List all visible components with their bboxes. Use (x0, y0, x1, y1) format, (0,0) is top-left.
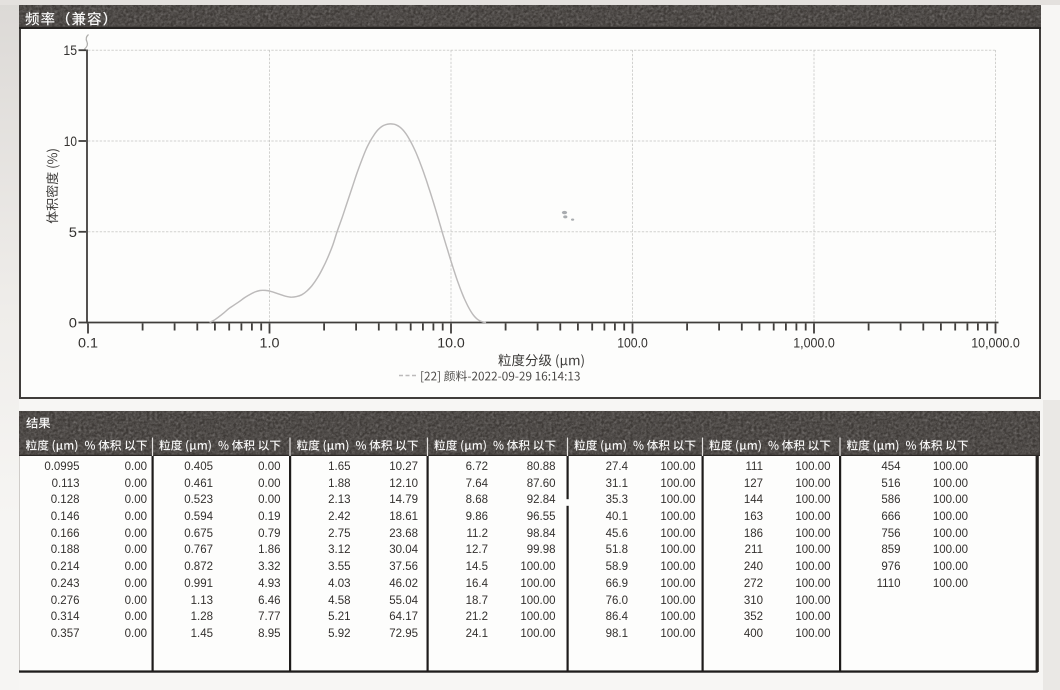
svg-text:0: 0 (69, 316, 77, 332)
svg-text:100.0: 100.0 (617, 336, 648, 352)
svg-text:0.1: 0.1 (78, 336, 98, 352)
svg-text:15: 15 (63, 43, 77, 59)
svg-text:1.0: 1.0 (260, 336, 280, 352)
svg-text:1,000.0: 1,000.0 (793, 336, 835, 352)
svg-text:5: 5 (69, 225, 77, 241)
svg-text:10: 10 (64, 134, 77, 150)
svg-text:10.0: 10.0 (437, 336, 465, 352)
svg-text:10,000.0: 10,000.0 (971, 336, 1020, 352)
